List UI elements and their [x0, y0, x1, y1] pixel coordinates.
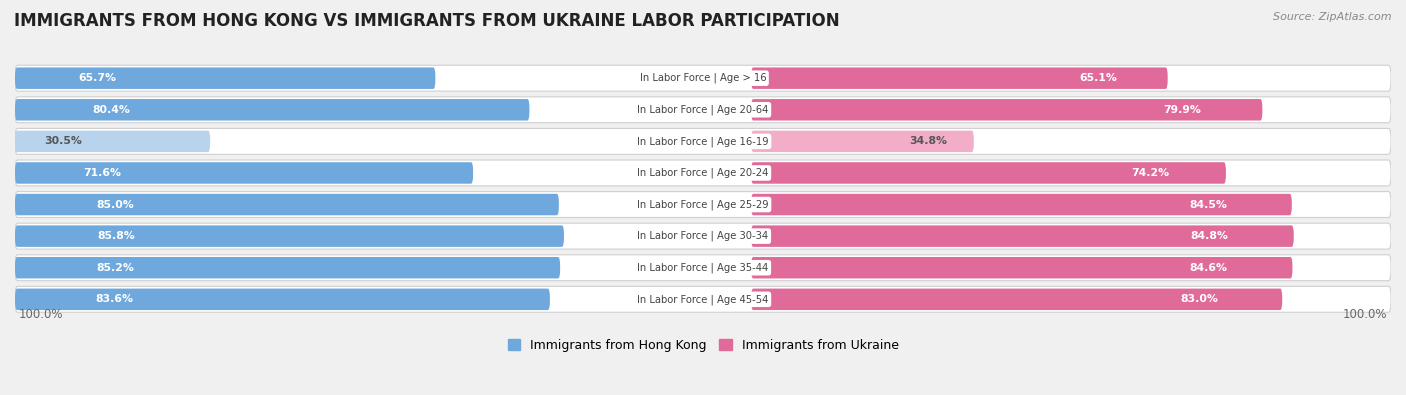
FancyBboxPatch shape	[15, 99, 530, 120]
Text: 30.5%: 30.5%	[44, 136, 82, 147]
FancyBboxPatch shape	[15, 97, 1391, 123]
Text: In Labor Force | Age 25-29: In Labor Force | Age 25-29	[637, 199, 769, 210]
Text: 71.6%: 71.6%	[84, 168, 122, 178]
Text: In Labor Force | Age > 16: In Labor Force | Age > 16	[640, 73, 766, 83]
FancyBboxPatch shape	[15, 194, 558, 215]
FancyBboxPatch shape	[751, 194, 1292, 215]
Text: IMMIGRANTS FROM HONG KONG VS IMMIGRANTS FROM UKRAINE LABOR PARTICIPATION: IMMIGRANTS FROM HONG KONG VS IMMIGRANTS …	[14, 12, 839, 30]
Legend: Immigrants from Hong Kong, Immigrants from Ukraine: Immigrants from Hong Kong, Immigrants fr…	[508, 339, 898, 352]
FancyBboxPatch shape	[15, 162, 474, 184]
Text: 84.6%: 84.6%	[1189, 263, 1227, 273]
FancyBboxPatch shape	[15, 131, 209, 152]
Text: 79.9%: 79.9%	[1163, 105, 1201, 115]
Text: 100.0%: 100.0%	[1343, 308, 1388, 322]
FancyBboxPatch shape	[15, 128, 1391, 154]
Text: 80.4%: 80.4%	[93, 105, 129, 115]
Text: In Labor Force | Age 20-64: In Labor Force | Age 20-64	[637, 105, 769, 115]
FancyBboxPatch shape	[15, 192, 1391, 218]
Text: In Labor Force | Age 35-44: In Labor Force | Age 35-44	[637, 263, 769, 273]
Text: Source: ZipAtlas.com: Source: ZipAtlas.com	[1274, 12, 1392, 22]
Text: 74.2%: 74.2%	[1130, 168, 1168, 178]
FancyBboxPatch shape	[15, 289, 550, 310]
Text: 85.0%: 85.0%	[97, 199, 135, 210]
FancyBboxPatch shape	[751, 289, 1282, 310]
FancyBboxPatch shape	[751, 226, 1294, 247]
FancyBboxPatch shape	[15, 160, 1391, 186]
Text: In Labor Force | Age 16-19: In Labor Force | Age 16-19	[637, 136, 769, 147]
FancyBboxPatch shape	[751, 162, 1226, 184]
Text: 84.8%: 84.8%	[1191, 231, 1229, 241]
Text: 100.0%: 100.0%	[18, 308, 63, 322]
Text: In Labor Force | Age 30-34: In Labor Force | Age 30-34	[637, 231, 769, 241]
FancyBboxPatch shape	[15, 257, 560, 278]
Text: 85.2%: 85.2%	[97, 263, 135, 273]
FancyBboxPatch shape	[751, 257, 1292, 278]
Text: 84.5%: 84.5%	[1189, 199, 1227, 210]
FancyBboxPatch shape	[15, 255, 1391, 281]
Text: In Labor Force | Age 45-54: In Labor Force | Age 45-54	[637, 294, 769, 305]
FancyBboxPatch shape	[751, 99, 1263, 120]
FancyBboxPatch shape	[751, 131, 974, 152]
Text: 34.8%: 34.8%	[910, 136, 948, 147]
FancyBboxPatch shape	[15, 226, 564, 247]
FancyBboxPatch shape	[15, 286, 1391, 312]
Text: 83.0%: 83.0%	[1181, 294, 1219, 304]
Text: 65.1%: 65.1%	[1080, 73, 1118, 83]
Text: 83.6%: 83.6%	[96, 294, 134, 304]
Text: 65.7%: 65.7%	[79, 73, 117, 83]
FancyBboxPatch shape	[15, 223, 1391, 249]
FancyBboxPatch shape	[15, 68, 436, 89]
Text: In Labor Force | Age 20-24: In Labor Force | Age 20-24	[637, 168, 769, 178]
FancyBboxPatch shape	[751, 68, 1168, 89]
FancyBboxPatch shape	[15, 65, 1391, 91]
Text: 85.8%: 85.8%	[97, 231, 135, 241]
